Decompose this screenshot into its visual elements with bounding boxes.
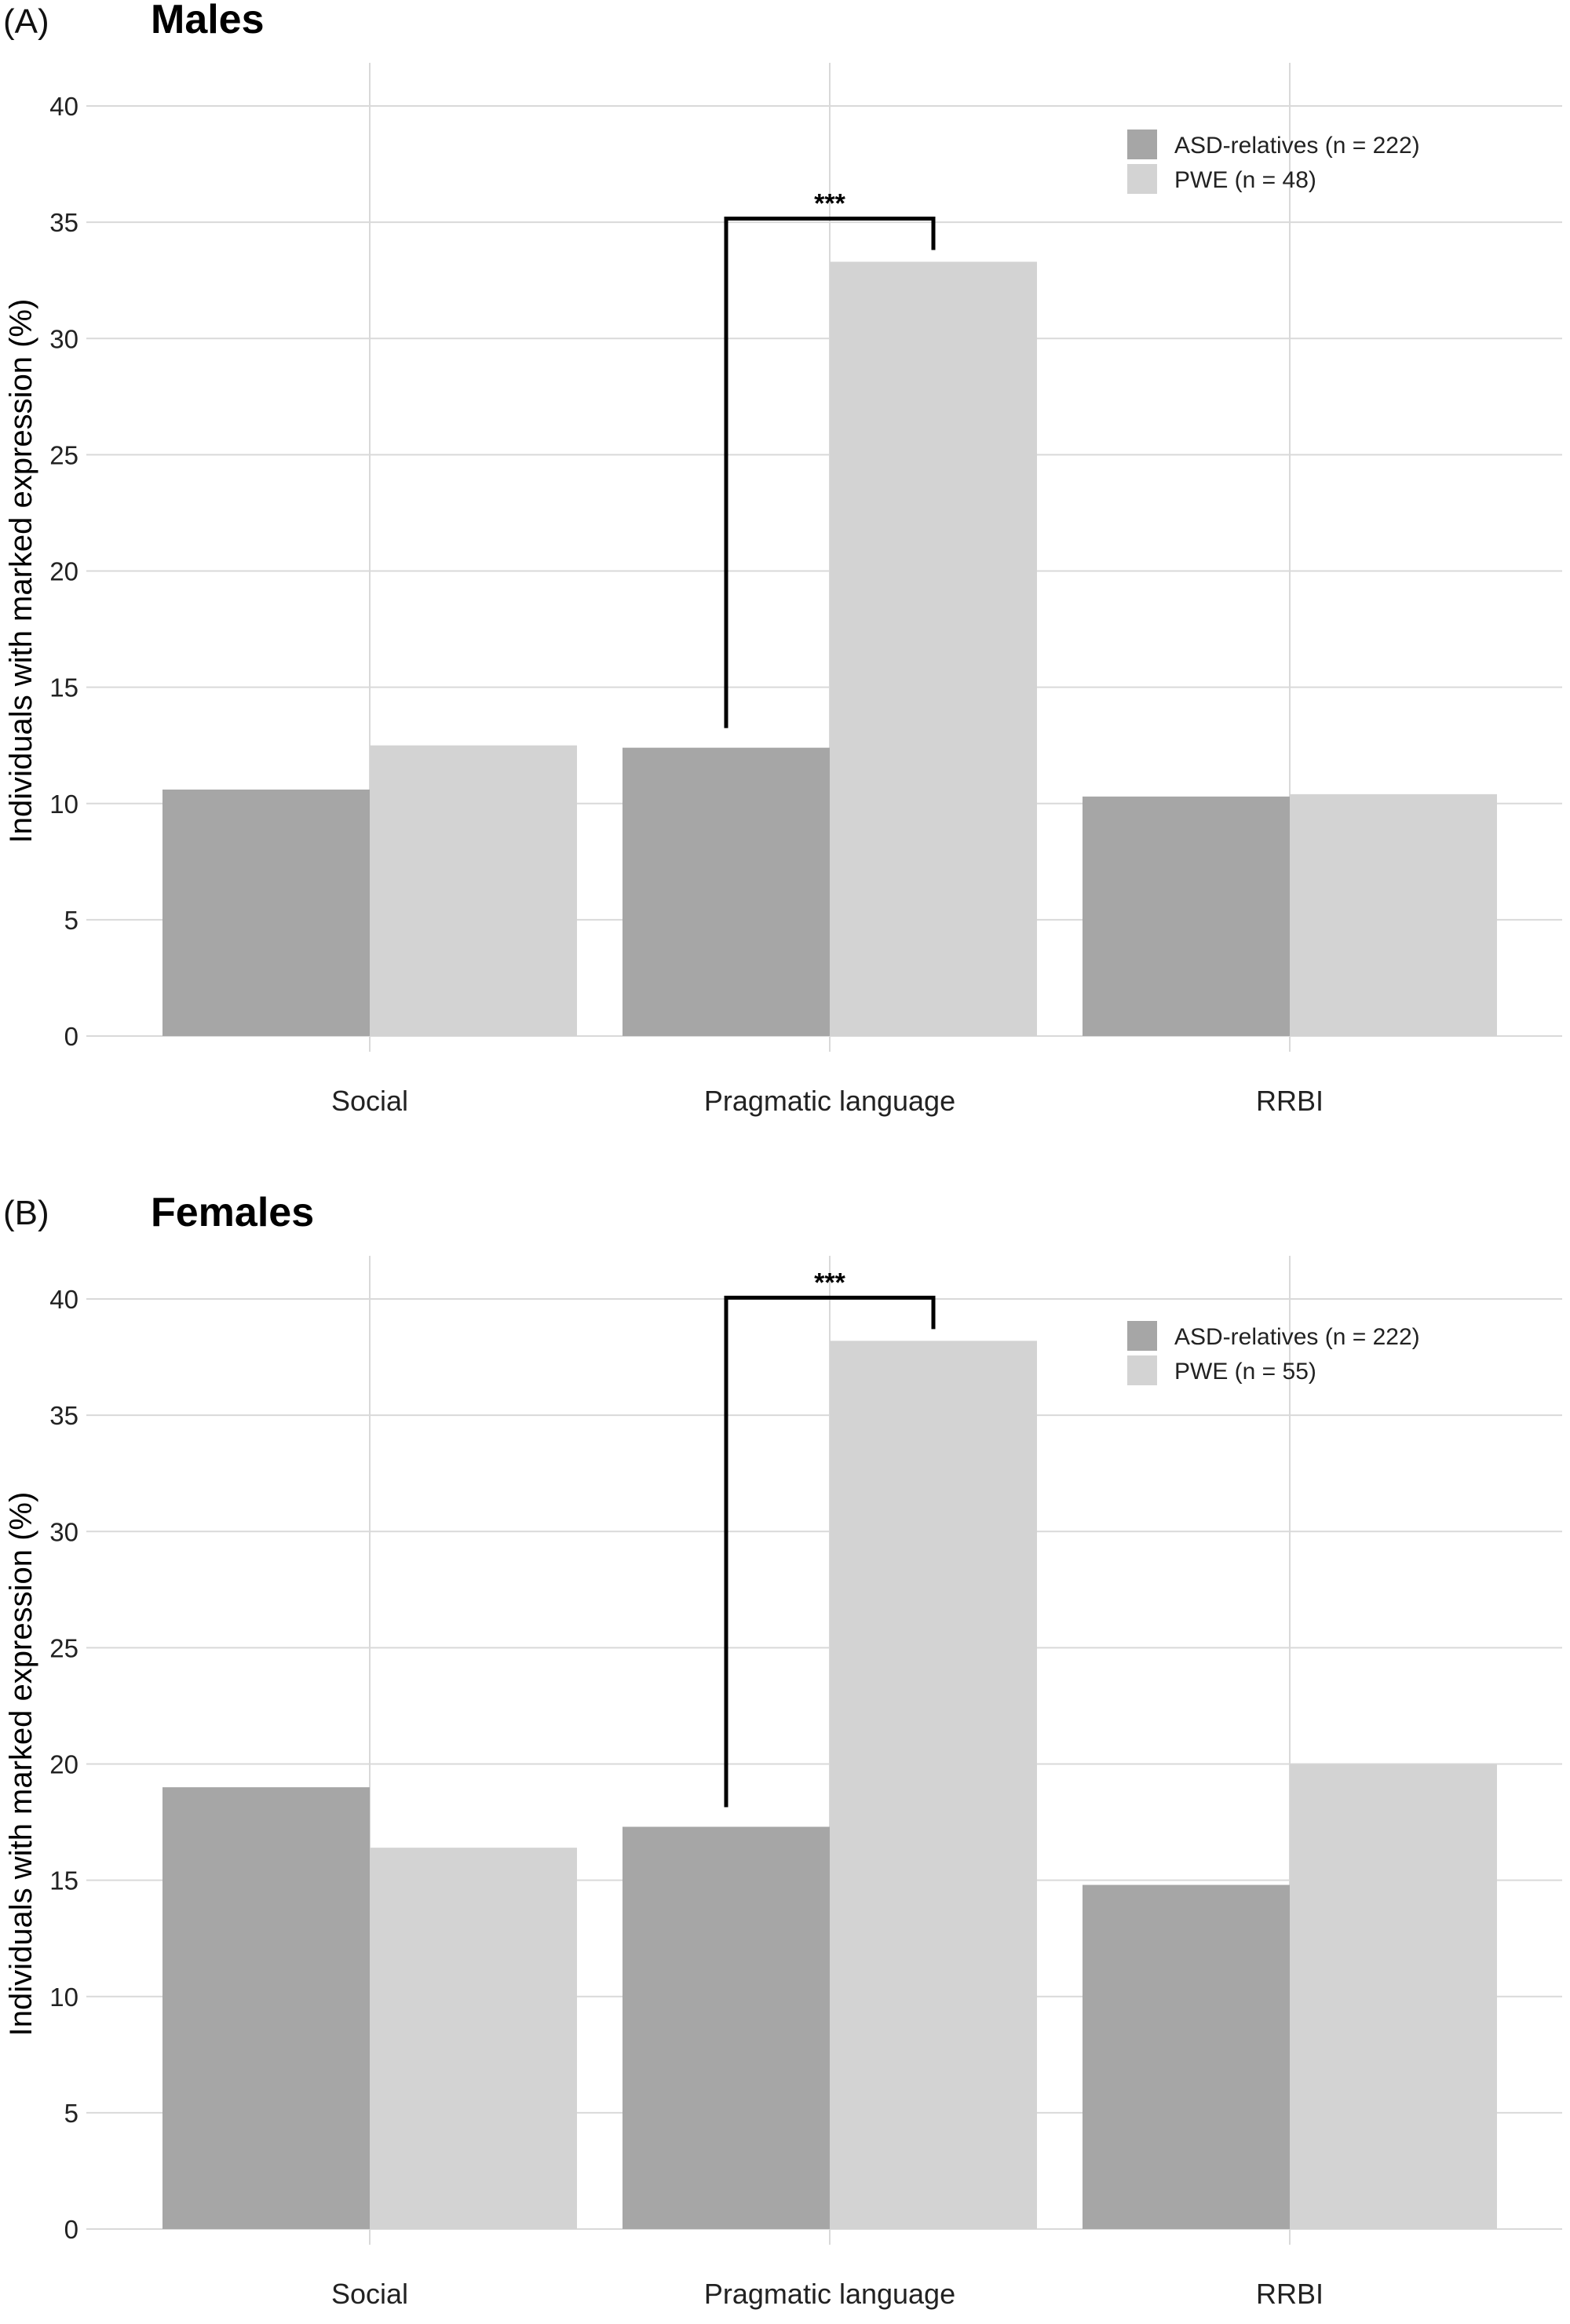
significance-bracket	[724, 1295, 936, 1808]
y-tick-label: 0	[64, 1022, 78, 1051]
y-tick-label: 40	[49, 92, 78, 121]
panel-label: (A)	[3, 2, 49, 41]
y-tick-label: 35	[49, 1401, 78, 1430]
significance-bracket	[724, 216, 936, 728]
y-tick-label: 40	[49, 1285, 78, 1314]
bar-asd-relatives	[623, 747, 830, 1036]
y-tick-label: 15	[49, 673, 78, 702]
bar-asd-relatives	[1083, 796, 1290, 1036]
legend: ASD-relatives (n = 222) PWE (n = 48)	[1127, 130, 1420, 194]
x-tick-label: Pragmatic language	[704, 1085, 955, 1117]
bar-pwe	[1290, 794, 1497, 1036]
y-tick-label: 30	[49, 324, 78, 353]
bar-asd-relatives	[162, 789, 370, 1036]
y-tick-label: 15	[49, 1866, 78, 1895]
bar-pwe	[830, 1341, 1037, 2229]
y-tick-label: 25	[49, 1633, 78, 1662]
y-tick-label: 20	[49, 557, 78, 586]
legend-label: ASD-relatives (n = 222)	[1174, 133, 1420, 159]
y-tick-label: 0	[64, 2215, 78, 2244]
panel-label: (B)	[3, 1194, 49, 1232]
bar-asd-relatives	[1083, 1884, 1290, 2229]
y-tick-label: 35	[49, 208, 78, 237]
chart-panel-a: 0 5 10 15 20 25 30 35 40 Social Pragmatic language…	[3, 0, 1562, 1117]
x-tick-label: Social	[331, 1085, 408, 1117]
significance-label: ***	[814, 1268, 845, 1297]
x-tick-label: RRBI	[1256, 2278, 1324, 2310]
y-tick-label: 5	[64, 906, 78, 935]
y-tick-label: 25	[49, 440, 78, 469]
y-tick-label: 5	[64, 2099, 78, 2128]
panel-title: Males	[151, 0, 265, 42]
x-tick-label: Pragmatic language	[704, 2278, 955, 2310]
x-tick-label: RRBI	[1256, 1085, 1324, 1117]
bar-pwe	[1290, 1764, 1497, 2229]
y-axis-label: Individuals with marked expression (%)	[4, 299, 38, 844]
legend-swatch	[1127, 1321, 1157, 1351]
chart-panel-b: 0 5 10 15 20 25 30 35 40 Social Pragmatic language…	[3, 1190, 1562, 2310]
y-tick-label: 20	[49, 1750, 78, 1779]
bar-pwe	[370, 1848, 577, 2229]
legend-swatch	[1127, 130, 1157, 159]
significance-label: ***	[814, 188, 845, 218]
bar-asd-relatives	[162, 1787, 370, 2229]
legend-label: PWE (n = 55)	[1174, 1359, 1316, 1385]
legend-label: ASD-relatives (n = 222)	[1174, 1324, 1420, 1350]
legend-swatch	[1127, 164, 1157, 194]
legend-swatch	[1127, 1355, 1157, 1385]
bar-asd-relatives	[623, 1826, 830, 2229]
y-tick-label: 10	[49, 790, 78, 819]
y-tick-label: 10	[49, 1983, 78, 2012]
y-tick-label: 30	[49, 1517, 78, 1546]
y-axis-label: Individuals with marked expression (%)	[4, 1492, 38, 2037]
legend-label: PWE (n = 48)	[1174, 167, 1316, 193]
x-tick-label: Social	[331, 2278, 408, 2310]
bar-pwe	[370, 745, 577, 1036]
panel-title: Females	[151, 1190, 314, 1235]
legend: ASD-relatives (n = 222) PWE (n = 55)	[1127, 1321, 1420, 1385]
bar-pwe	[830, 261, 1037, 1036]
